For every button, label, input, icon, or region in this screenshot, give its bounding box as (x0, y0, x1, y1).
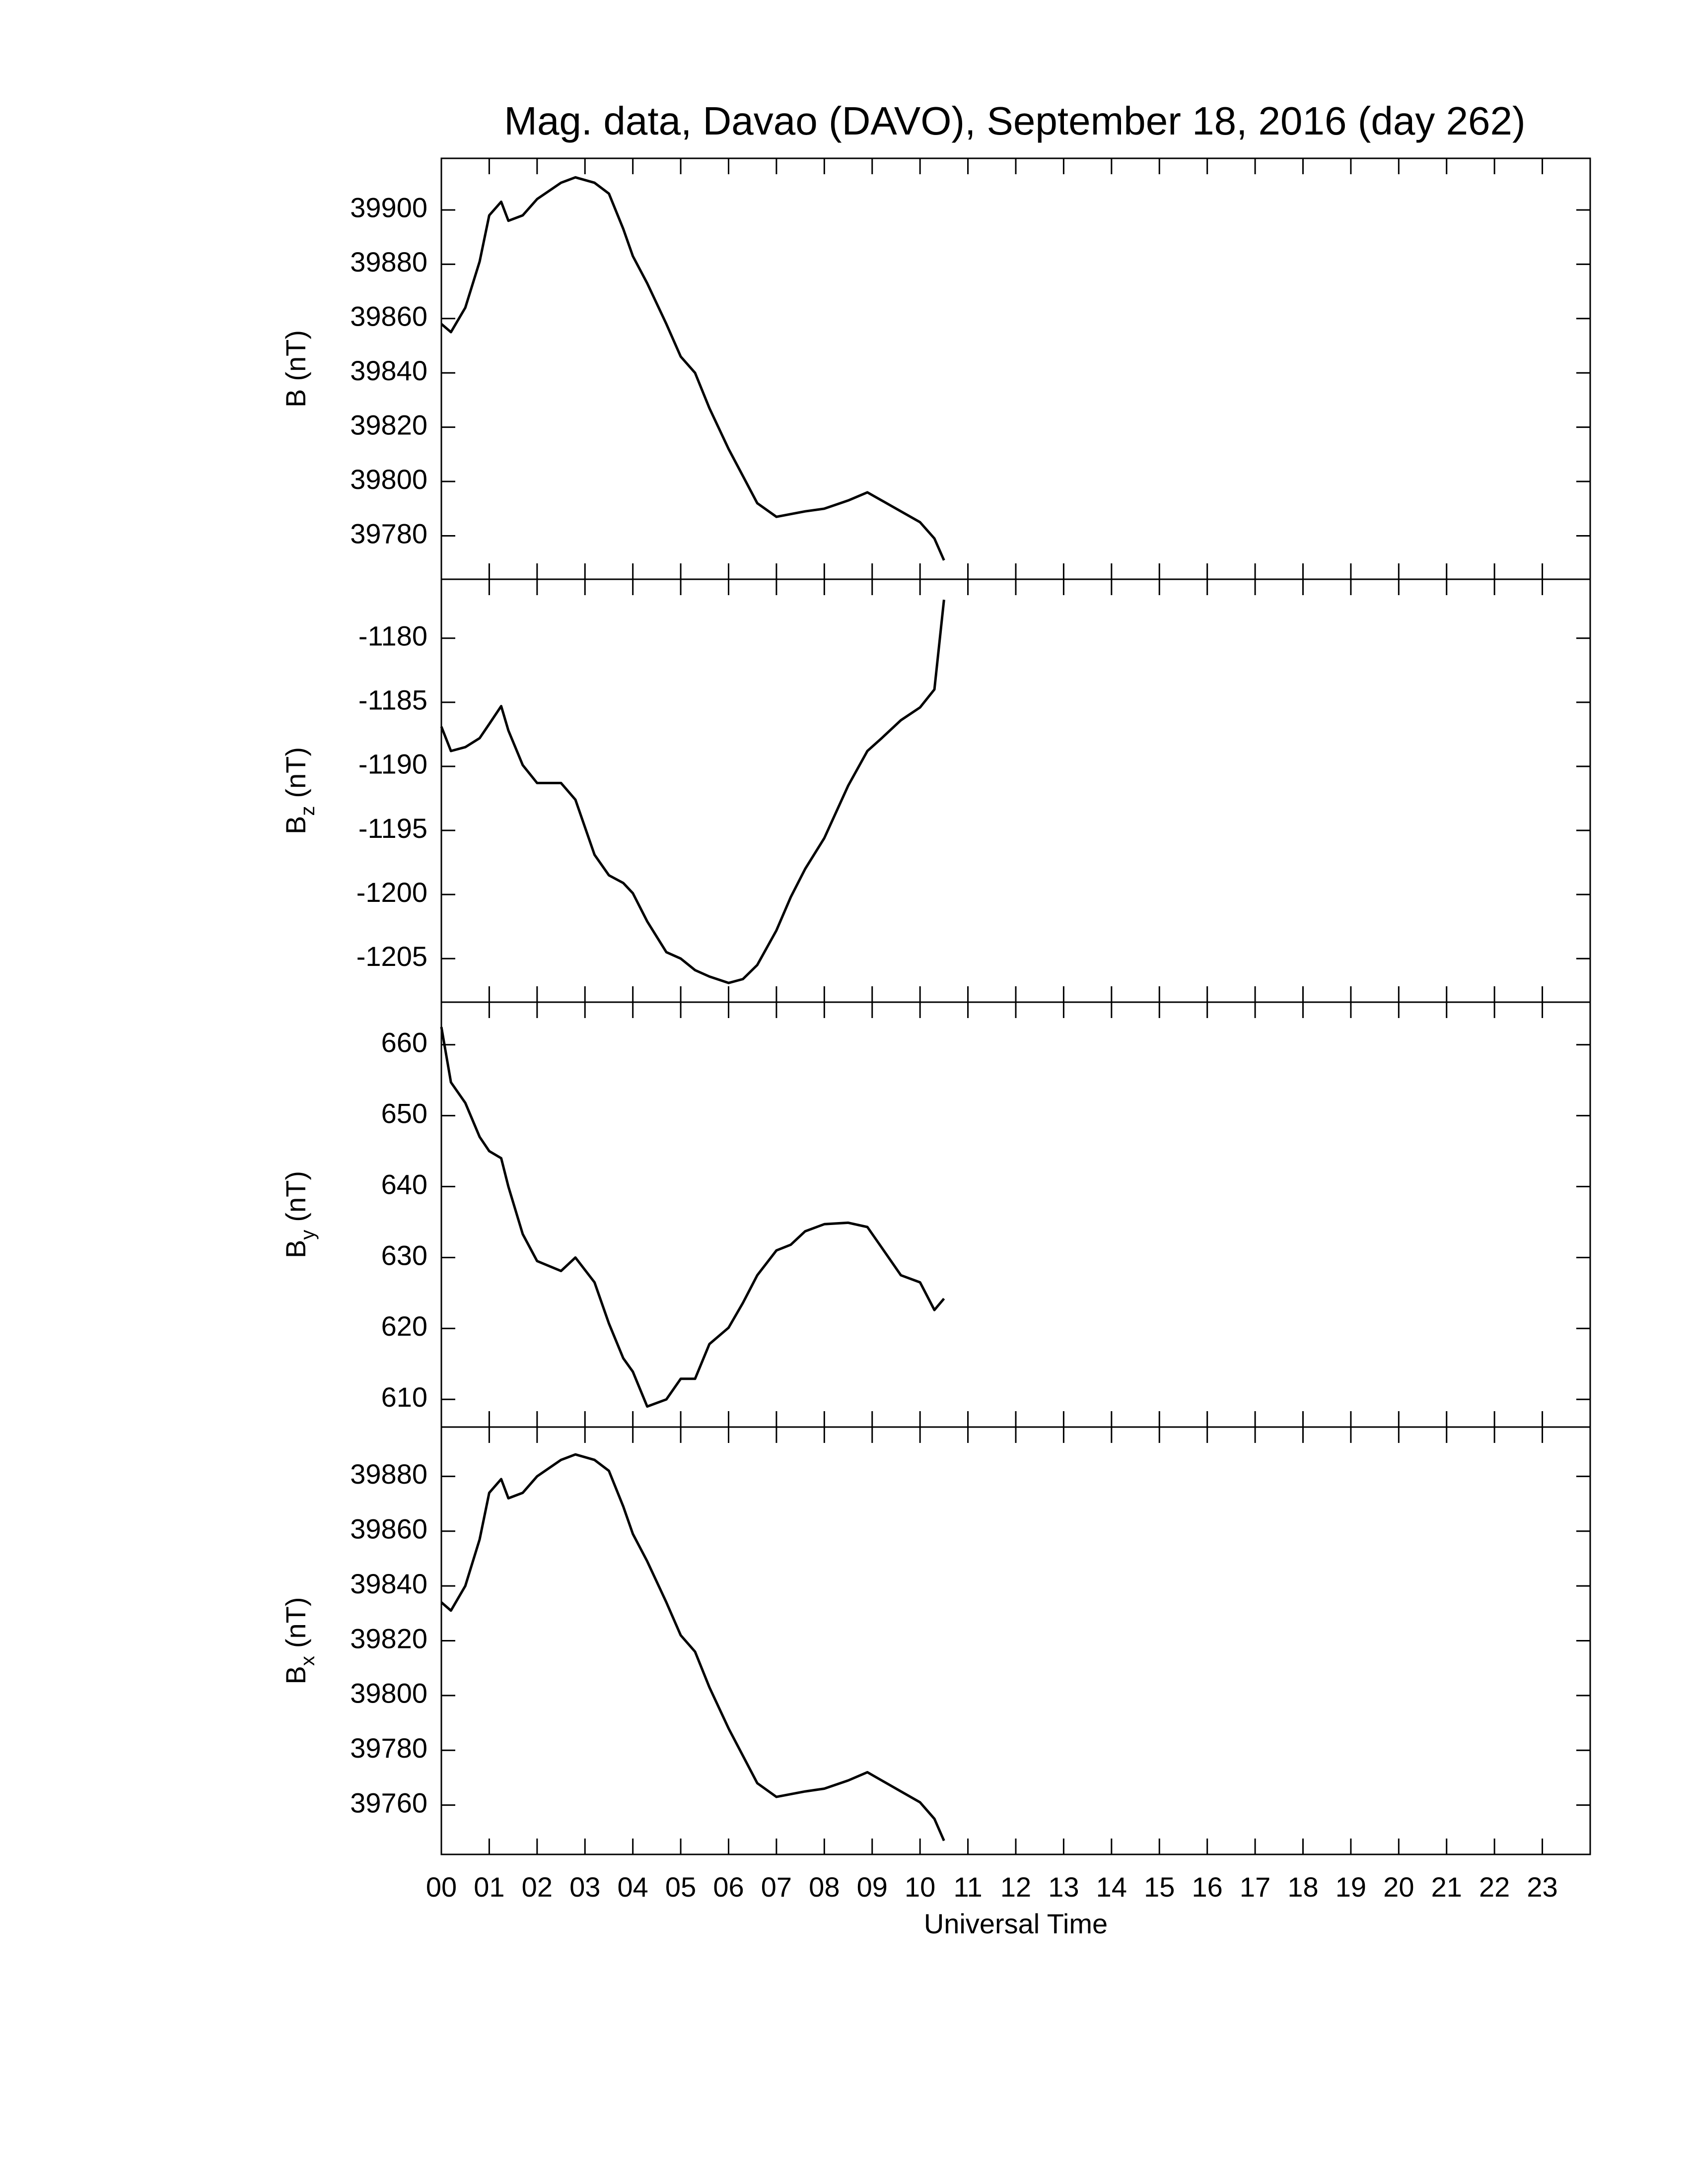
x-tick-label: 07 (761, 1871, 792, 1903)
x-tick-label: 02 (522, 1871, 553, 1903)
x-tick-label: 15 (1144, 1871, 1175, 1903)
y-tick-label: 39880 (350, 1458, 427, 1490)
y-tick-label: 39800 (350, 464, 427, 495)
y-label-sub: x (297, 1656, 319, 1666)
y-axis-label: Bx (nT) (280, 1597, 319, 1684)
y-tick-label: 660 (381, 1027, 427, 1058)
y-tick-label: 630 (381, 1239, 427, 1271)
y-axis-label: Bz (nT) (280, 747, 319, 834)
y-tick-label: -1180 (358, 620, 427, 652)
y-tick-label: 39820 (350, 409, 427, 440)
data-line (440, 1453, 945, 1842)
y-tick-label: 39840 (350, 1568, 427, 1599)
x-tick-label: 04 (618, 1871, 648, 1903)
y-tick-label: 39860 (350, 1513, 427, 1545)
y-label-sub: y (297, 1230, 319, 1240)
y-label-main: B (280, 1240, 311, 1258)
y-label-unit: (nT) (280, 747, 311, 798)
y-tick-label: 650 (381, 1097, 427, 1129)
y-tick-label: 39780 (350, 1732, 427, 1764)
y-label-unit: (nT) (280, 1597, 311, 1648)
y-tick-label: 39820 (350, 1623, 427, 1654)
x-tick-label: 01 (474, 1871, 504, 1903)
y-tick-label: 39780 (350, 518, 427, 549)
x-tick-label: 23 (1527, 1871, 1557, 1903)
x-tick-label: 17 (1240, 1871, 1270, 1903)
x-tick-label: 22 (1479, 1871, 1510, 1903)
y-tick-label: 39900 (350, 192, 427, 223)
data-line (440, 1026, 945, 1408)
x-tick-label: 00 (426, 1871, 457, 1903)
y-tick-label: -1190 (358, 749, 427, 780)
y-tick-label: -1205 (356, 941, 427, 972)
y-label-unit: (nT) (280, 330, 311, 381)
data-line (440, 176, 945, 561)
chart-title: Mag. data, Davao (DAVO), September 18, 2… (504, 99, 1525, 143)
y-tick-label: -1185 (358, 684, 427, 716)
x-axis-label: Universal Time (924, 1908, 1108, 1939)
x-tick-label: 08 (809, 1871, 840, 1903)
x-tick-label: 16 (1192, 1871, 1223, 1903)
y-tick-label: 39880 (350, 246, 427, 277)
y-tick-label: 610 (381, 1381, 427, 1413)
x-tick-label: 12 (1000, 1871, 1031, 1903)
x-tick-label: 09 (857, 1871, 888, 1903)
y-axis-label: By (nT) (280, 1171, 319, 1258)
x-tick-label: 20 (1383, 1871, 1414, 1903)
x-tick-label: 13 (1048, 1871, 1079, 1903)
y-tick-label: 39860 (350, 301, 427, 332)
y-tick-label: 640 (381, 1168, 427, 1200)
x-tick-label: 05 (665, 1871, 696, 1903)
x-tick-label: 19 (1336, 1871, 1366, 1903)
y-tick-label: 39840 (350, 355, 427, 386)
x-tick-label: 06 (713, 1871, 744, 1903)
y-label-main: B (280, 389, 311, 408)
y-label-sub: z (297, 806, 319, 816)
y-tick-label: -1195 (358, 813, 427, 844)
data-line (440, 600, 945, 984)
x-tick-label: 11 (954, 1871, 983, 1903)
x-tick-label: 03 (569, 1871, 600, 1903)
x-tick-label: 10 (905, 1871, 935, 1903)
x-tick-label: 21 (1431, 1871, 1462, 1903)
y-tick-label: 620 (381, 1310, 427, 1342)
y-axis-label: B (nT) (280, 330, 311, 408)
x-tick-label: 18 (1287, 1871, 1318, 1903)
x-tick-label: 14 (1096, 1871, 1127, 1903)
y-tick-label: 39800 (350, 1678, 427, 1709)
y-tick-label: 39760 (350, 1787, 427, 1818)
y-label-main: B (280, 816, 311, 834)
y-tick-label: -1200 (356, 877, 427, 908)
y-label-main: B (280, 1666, 311, 1684)
y-label-unit: (nT) (280, 1171, 311, 1222)
